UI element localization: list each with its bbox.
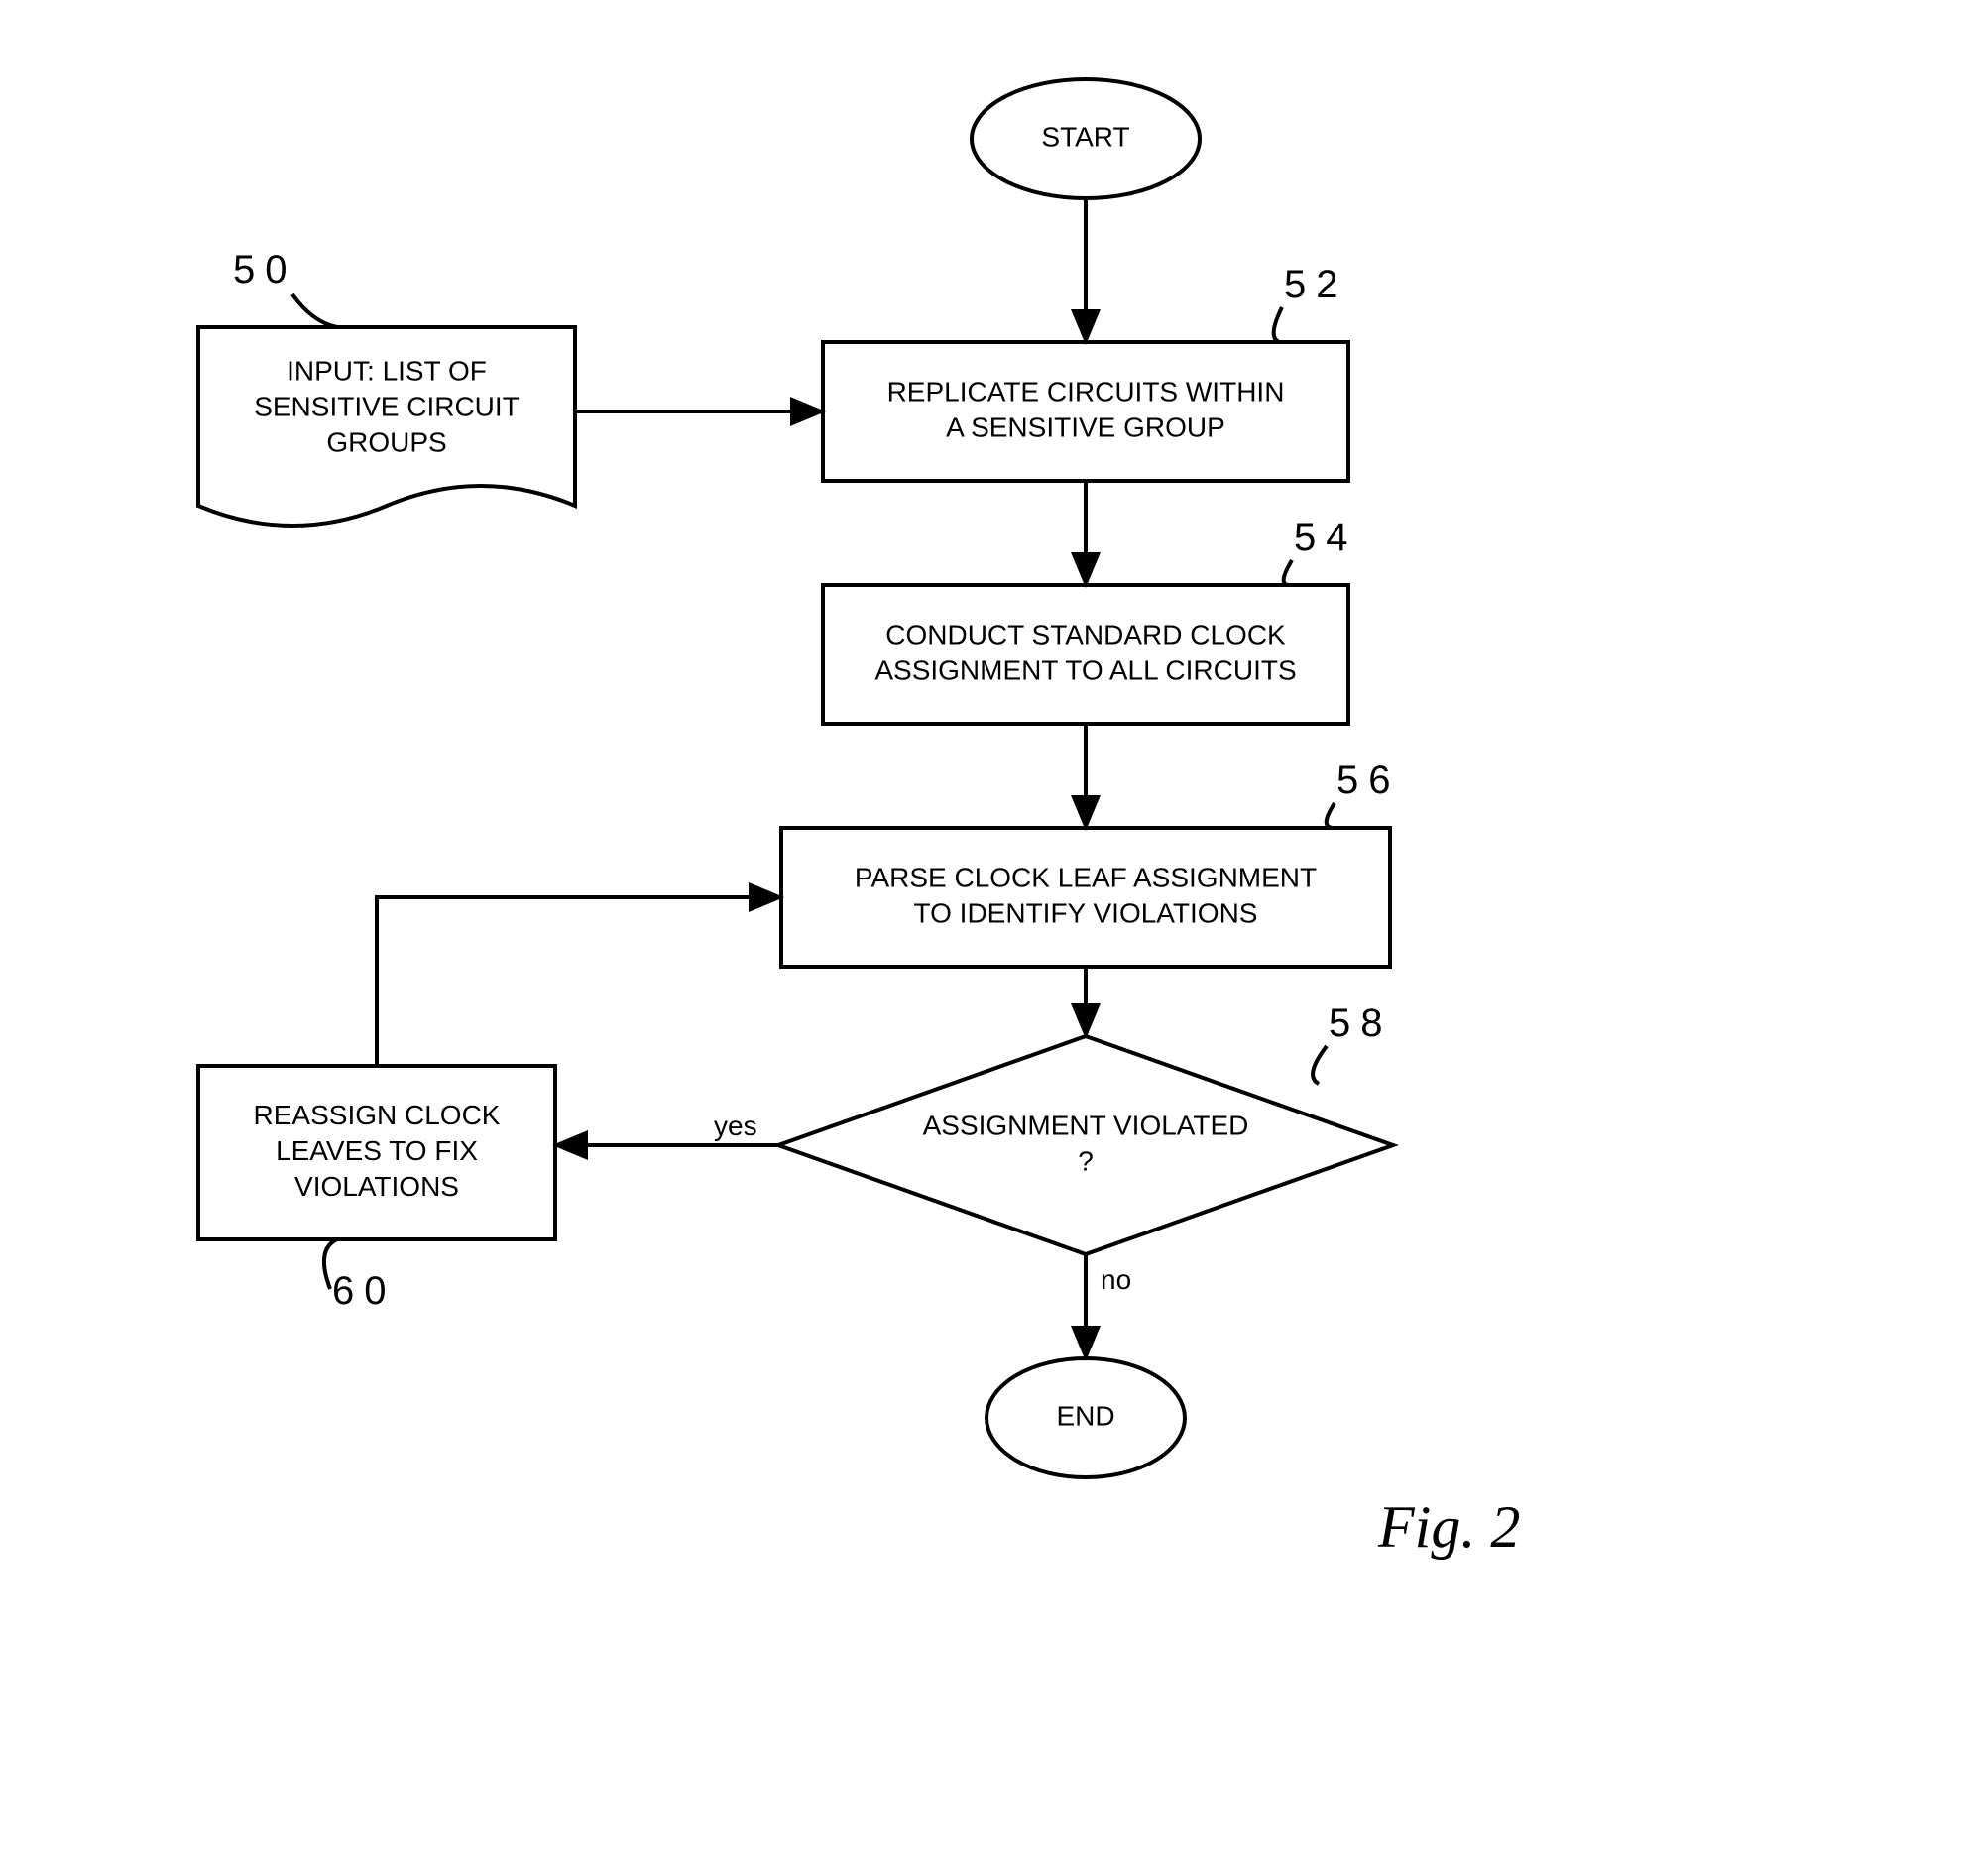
ref-54: 54: [1294, 516, 1358, 559]
ref-50: 50: [233, 248, 297, 292]
start-label: START: [1041, 121, 1129, 152]
ref-60: 60: [332, 1269, 397, 1313]
svg-text:TO IDENTIFY VIOLATIONS: TO IDENTIFY VIOLATIONS: [914, 897, 1258, 928]
ref-58: 58: [1329, 1001, 1393, 1045]
end-label: END: [1056, 1400, 1114, 1431]
svg-text:INPUT: LIST OF: INPUT: LIST OF: [287, 355, 487, 386]
svg-text:ASSIGNMENT VIOLATED: ASSIGNMENT VIOLATED: [923, 1110, 1249, 1140]
ref-hook-54: [1284, 560, 1292, 585]
svg-text:?: ?: [1078, 1145, 1094, 1176]
svg-text:PARSE CLOCK LEAF ASSIGNMENT: PARSE CLOCK LEAF ASSIGNMENT: [855, 862, 1317, 892]
ref-hook-56: [1327, 803, 1335, 828]
edge-label-no: no: [1101, 1264, 1131, 1295]
svg-text:REPLICATE CIRCUITS WITHIN: REPLICATE CIRCUITS WITHIN: [887, 376, 1285, 407]
svg-text:GROUPS: GROUPS: [326, 426, 446, 457]
svg-text:ASSIGNMENT TO ALL CIRCUITS: ASSIGNMENT TO ALL CIRCUITS: [874, 654, 1296, 685]
svg-text:LEAVES TO FIX: LEAVES TO FIX: [276, 1135, 478, 1166]
ref-hook-50: [292, 294, 337, 327]
figure-label: Fig. 2: [1377, 1494, 1520, 1560]
edge-reassign-parse: [377, 897, 781, 1066]
ref-52: 52: [1284, 263, 1348, 306]
ref-hook-52: [1274, 307, 1282, 342]
svg-text:VIOLATIONS: VIOLATIONS: [294, 1171, 459, 1202]
svg-text:A SENSITIVE GROUP: A SENSITIVE GROUP: [946, 411, 1225, 442]
svg-text:SENSITIVE CIRCUIT: SENSITIVE CIRCUIT: [254, 391, 520, 421]
svg-text:CONDUCT STANDARD CLOCK: CONDUCT STANDARD CLOCK: [885, 619, 1286, 649]
svg-text:REASSIGN CLOCK: REASSIGN CLOCK: [254, 1100, 501, 1130]
edge-label-yes: yes: [714, 1111, 757, 1141]
ref-56: 56: [1336, 759, 1401, 802]
ref-hook-58: [1313, 1046, 1327, 1084]
